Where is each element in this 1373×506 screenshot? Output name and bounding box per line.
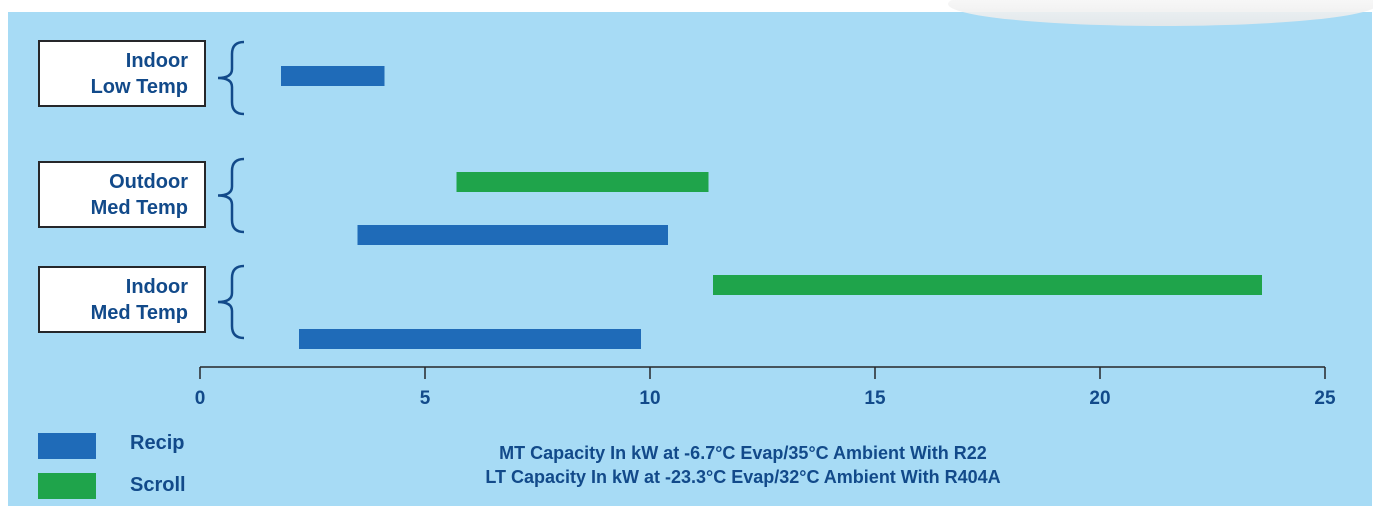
legend-label-recip: Recip [130,432,185,454]
range-bar-chart: 0 5 10 15 20 25 [195,40,1336,409]
category-brace [217,40,245,116]
category-label-line2: Low Temp [90,75,188,98]
x-tick-label: 20 [1089,388,1110,409]
category-label-line2: Med Temp [90,196,188,219]
bar-recip [299,329,641,349]
chart-panel: Indoor Low Temp Outdoor Med Temp Indoor … [8,0,1373,506]
category-box-indoor-low-temp: Indoor Low Temp [38,40,206,107]
x-axis-label-line2: LT Capacity In kW at -23.3°C Evap/32°C A… [485,467,1001,487]
category-label-line1: Indoor [125,49,188,72]
category-label-line1: Indoor [125,275,188,298]
x-tick-label: 0 [195,388,206,409]
legend-label-scroll: Scroll [130,474,186,496]
x-tick-label: 15 [864,388,886,409]
category-label-line2: Med Temp [90,301,188,324]
legend-swatch-scroll [38,473,96,499]
x-tick-label: 5 [420,388,431,409]
category-box-outdoor-med-temp: Outdoor Med Temp [38,161,206,228]
bar-scroll [713,275,1262,295]
category-brace [217,264,245,340]
category-label-line1: Outdoor [109,170,188,193]
category-box-indoor-med-temp: Indoor Med Temp [38,266,206,333]
legend-swatch-recip [38,433,96,459]
x-tick-label: 10 [639,388,660,409]
x-axis-label-line1: MT Capacity In kW at -6.7°C Evap/35°C Am… [499,443,987,463]
x-tick-label: 25 [1314,388,1336,409]
bar-recip [357,225,668,245]
category-brace [217,157,245,234]
bar-scroll [456,172,709,192]
bar-recip [281,66,385,86]
